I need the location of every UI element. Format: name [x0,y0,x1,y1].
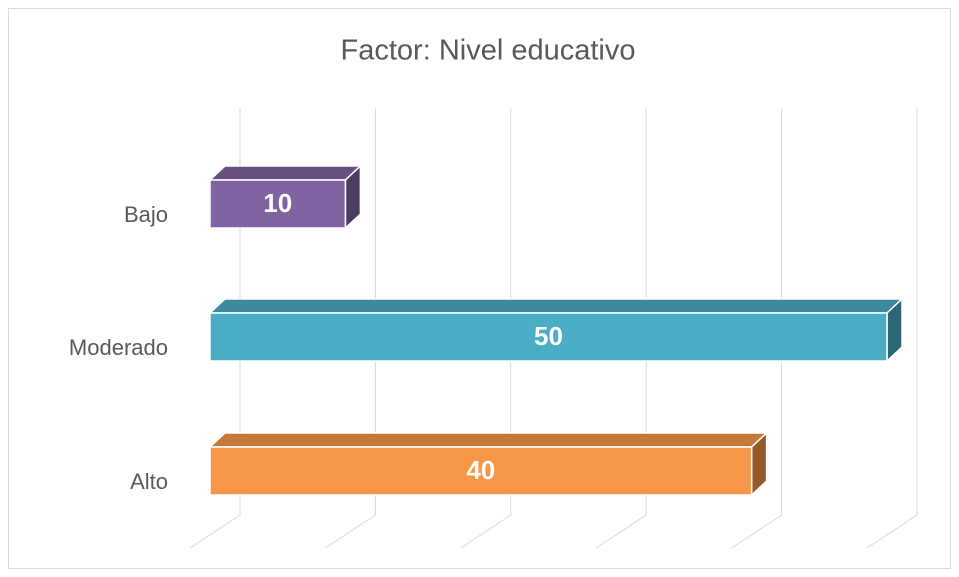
bar [209,446,753,496]
data-label: 40 [466,455,495,485]
bar-top-face [208,432,769,448]
bar-top-face [208,298,904,314]
y-tick-label: Moderado [69,335,168,360]
y-tick-label: Bajo [124,202,168,227]
bar [209,312,888,362]
y-tick-label: Alto [130,469,168,494]
grid-line [866,108,918,549]
grid-line [460,108,512,549]
grid-line [325,108,376,549]
chart-title: Factor: Nivel educativo [341,35,636,67]
bar-top-face [208,165,363,181]
bar [209,179,347,229]
grid-line [189,108,241,549]
data-label: 50 [534,321,563,351]
data-label: 10 [263,188,292,218]
grid-line [595,108,647,549]
grid-line [731,108,783,549]
